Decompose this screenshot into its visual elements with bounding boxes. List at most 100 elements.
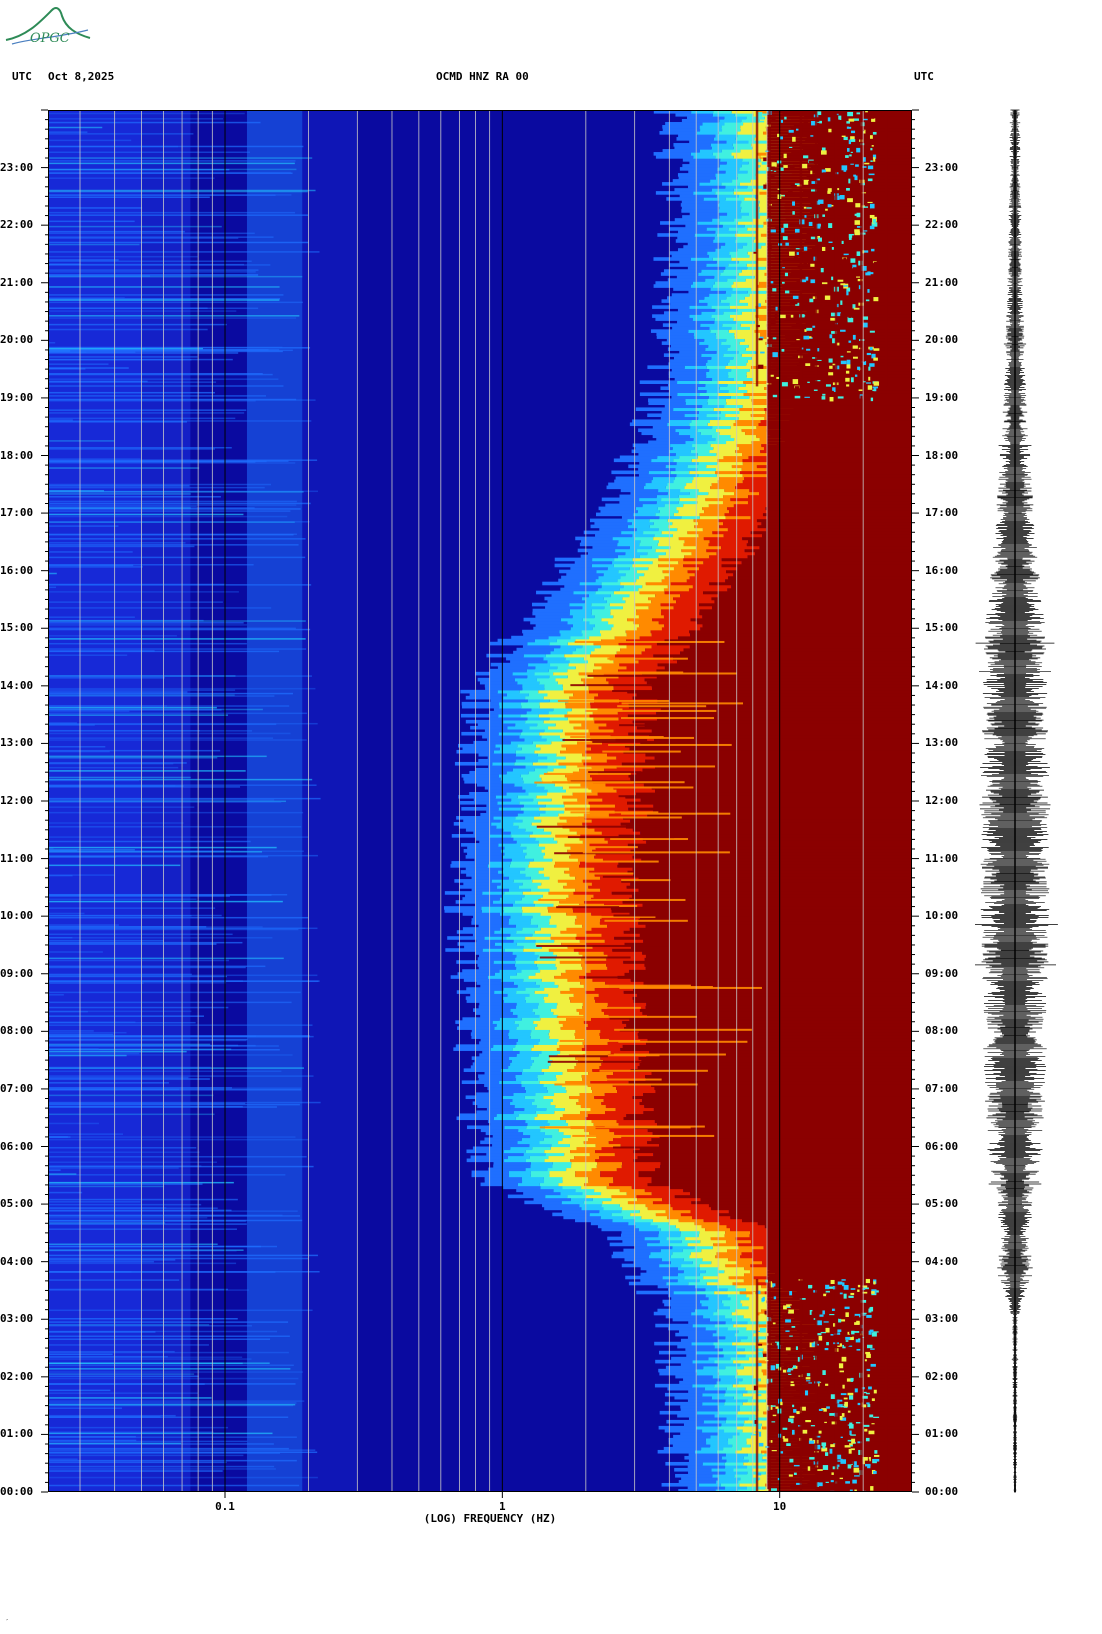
energy-cell	[562, 1023, 588, 1027]
energy-cell	[582, 879, 622, 883]
energy-cell	[736, 1425, 763, 1430]
energy-cell	[651, 1083, 912, 1088]
energy-cell	[680, 1233, 699, 1238]
texture-stripe	[48, 1088, 179, 1091]
energy-cell	[709, 581, 912, 586]
energy-cell	[657, 506, 677, 511]
energy-cell	[567, 710, 593, 715]
energy-cell	[512, 951, 535, 955]
texture-stripe	[48, 1207, 218, 1209]
energy-cell	[535, 837, 554, 841]
energy-cell	[724, 1428, 743, 1433]
energy-cell	[473, 915, 511, 919]
energy-cell	[712, 530, 751, 535]
energy-cell	[548, 948, 574, 952]
energy-cell	[723, 494, 749, 499]
energy-cell	[741, 269, 768, 273]
energy-cell	[537, 1023, 563, 1027]
energy-cell	[629, 422, 668, 427]
energy-cell	[574, 1155, 600, 1160]
energy-cell	[655, 1323, 693, 1328]
energy-cell	[487, 864, 510, 868]
energy-cell	[605, 1110, 644, 1115]
energy-cell	[471, 1170, 509, 1175]
texture-stripe	[48, 1470, 223, 1472]
logo-text: OPGC	[30, 31, 70, 46]
texture-stripe	[48, 1173, 77, 1175]
energy-cell	[749, 368, 776, 372]
energy-cell	[503, 1149, 526, 1154]
energy-cell	[667, 1386, 705, 1391]
energy-cell	[484, 785, 523, 790]
energy-cell	[541, 734, 561, 739]
energy-cell	[591, 882, 631, 886]
energy-cell	[462, 897, 500, 901]
energy-cell	[548, 891, 574, 895]
energy-cell	[461, 704, 500, 709]
energy-cell	[477, 677, 515, 682]
energy-cell	[584, 1044, 623, 1048]
energy-cell	[681, 206, 720, 210]
texture-stripe	[48, 515, 288, 518]
energy-cell	[736, 482, 767, 487]
energy-cell	[511, 1059, 534, 1063]
energy-cell	[580, 1104, 606, 1109]
energy-cell	[481, 909, 504, 913]
energy-cell	[731, 368, 750, 372]
energy-cell	[515, 1116, 535, 1121]
energy-cell	[762, 1260, 767, 1265]
energy-cell	[739, 407, 765, 412]
energy-cell	[612, 1251, 651, 1256]
energy-cell	[628, 704, 912, 709]
energy-cell	[565, 1086, 592, 1091]
energy-cell	[615, 548, 638, 553]
energy-cell	[496, 1023, 519, 1027]
energy-cell	[705, 1227, 731, 1232]
energy-cell	[766, 1311, 912, 1316]
energy-cell	[524, 1107, 547, 1112]
energy-cell	[642, 837, 912, 841]
energy-cell	[594, 662, 620, 667]
texture-stripe	[48, 848, 135, 851]
texture-stripe	[48, 1167, 179, 1169]
energy-cell	[601, 933, 640, 937]
energy-cell	[594, 867, 633, 871]
energy-cell	[518, 1023, 538, 1027]
energy-cell	[607, 840, 647, 844]
energy-cell	[564, 804, 590, 808]
energy-cell	[724, 1461, 744, 1466]
energy-cell	[730, 1227, 767, 1232]
energy-cell	[672, 1317, 710, 1322]
texture-stripe	[48, 928, 299, 931]
energy-cell	[611, 1197, 638, 1202]
energy-cell	[720, 272, 739, 276]
energy-cell	[522, 776, 542, 781]
energy-cell	[614, 635, 640, 640]
energy-cell	[583, 656, 610, 661]
energy-cell	[678, 1488, 716, 1492]
energy-cell	[526, 668, 549, 673]
energy-cell	[522, 683, 545, 688]
energy-cell	[674, 188, 712, 192]
energy-cell	[616, 755, 655, 760]
energy-cell	[474, 858, 512, 862]
energy-cell	[569, 611, 592, 616]
energy-cell	[663, 1446, 702, 1451]
energy-cell	[522, 1179, 544, 1184]
energy-cell	[580, 861, 619, 865]
energy-cell	[636, 791, 912, 796]
energy-cell	[497, 885, 519, 889]
energy-cell	[521, 906, 548, 910]
energy-cell	[522, 891, 549, 895]
energy-cell	[553, 903, 580, 907]
energy-cell	[682, 215, 720, 219]
energy-cell	[680, 1404, 718, 1409]
energy-cell	[742, 404, 769, 409]
texture-stripe	[48, 1031, 127, 1034]
energy-cell	[670, 1185, 912, 1190]
energy-cell	[732, 287, 752, 291]
energy-cell	[613, 1071, 652, 1075]
energy-cell	[564, 1152, 590, 1157]
energy-cell	[480, 1038, 518, 1042]
energy-cell	[648, 566, 674, 571]
